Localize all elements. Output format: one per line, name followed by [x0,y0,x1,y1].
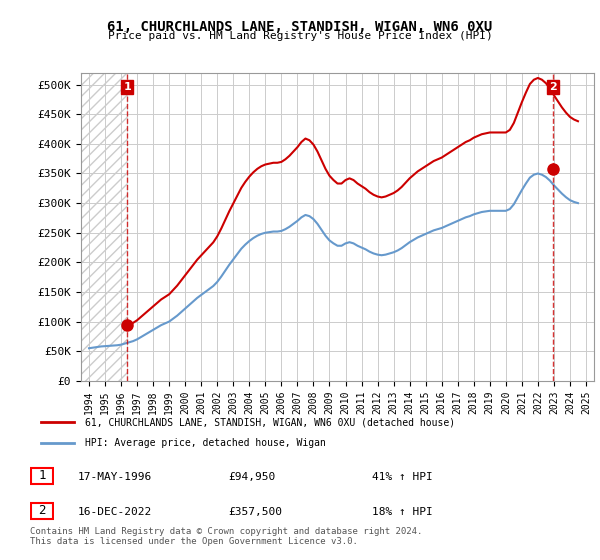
Text: 2: 2 [550,82,557,92]
Text: 61, CHURCHLANDS LANE, STANDISH, WIGAN, WN6 0XU: 61, CHURCHLANDS LANE, STANDISH, WIGAN, W… [107,20,493,34]
Bar [81,73,127,381]
Text: Contains HM Land Registry data © Crown copyright and database right 2024.
This d: Contains HM Land Registry data © Crown c… [30,526,422,546]
FancyBboxPatch shape [31,468,53,484]
FancyBboxPatch shape [31,503,53,519]
Text: 17-MAY-1996: 17-MAY-1996 [78,472,152,482]
Text: HPI: Average price, detached house, Wigan: HPI: Average price, detached house, Wiga… [85,438,326,448]
Text: 61, CHURCHLANDS LANE, STANDISH, WIGAN, WN6 0XU (detached house): 61, CHURCHLANDS LANE, STANDISH, WIGAN, W… [85,417,455,427]
Text: 18% ↑ HPI: 18% ↑ HPI [372,507,433,517]
Text: 41% ↑ HPI: 41% ↑ HPI [372,472,433,482]
Text: 1: 1 [38,469,46,482]
Text: 16-DEC-2022: 16-DEC-2022 [78,507,152,517]
Text: £357,500: £357,500 [228,507,282,517]
Text: 1: 1 [123,82,131,92]
Text: 2: 2 [38,505,46,517]
Text: £94,950: £94,950 [228,472,275,482]
Text: Price paid vs. HM Land Registry's House Price Index (HPI): Price paid vs. HM Land Registry's House … [107,31,493,41]
